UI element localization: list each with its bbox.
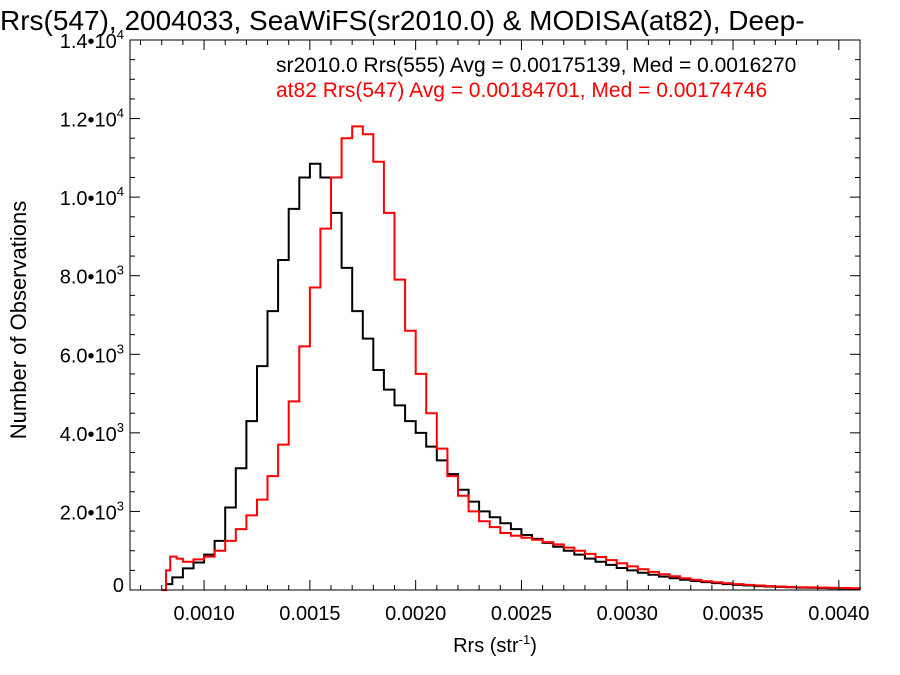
- x-tick-label: 0.0030: [597, 603, 658, 625]
- x-tick-label: 0.0025: [491, 603, 552, 625]
- legend-entry-sr2010: sr2010.0 Rrs(555) Avg = 0.00175139, Med …: [276, 54, 796, 77]
- y-tick-label: 4.0•103: [60, 420, 124, 446]
- x-tick-label: 0.0020: [385, 603, 446, 625]
- y-tick-label: 8.0•103: [60, 263, 124, 289]
- x-axis-label: Rrs (str-1): [453, 632, 537, 657]
- y-axis-label: Number of Observations: [6, 201, 31, 439]
- ticks-layer: 0.0010 0.0015 0.0020 0.0025 0.0030 0.0035 0.00…: [60, 27, 870, 625]
- chart-title: Rrs(547), 2004033, SeaWiFS(sr2010.0) & M…: [0, 5, 805, 36]
- y-tick-label: 1.0•104: [60, 184, 124, 210]
- y-tick-label: 0: [113, 575, 124, 597]
- y-tick-label: 1.4•104: [60, 27, 124, 53]
- series-line-at82: [161, 125, 861, 591]
- y-tick-label: 2.0•103: [60, 498, 124, 524]
- y-tick-label: 1.2•104: [60, 106, 124, 132]
- x-tick-label: 0.0015: [279, 603, 340, 625]
- plot-frame: [129, 39, 861, 591]
- series-line-sr2010: [161, 162, 861, 591]
- x-tick-label: 0.0010: [173, 603, 234, 625]
- legend-entry-at82: at82 Rrs(547) Avg = 0.00184701, Med = 0.…: [276, 79, 767, 102]
- x-axis-label-exponent: -1: [519, 632, 531, 647]
- x-tick-label: 0.0035: [702, 603, 763, 625]
- series-layer: [161, 125, 861, 591]
- x-axis-label-text: Rrs (str: [453, 635, 519, 657]
- legend: sr2010.0 Rrs(555) Avg = 0.00175139, Med …: [276, 54, 796, 102]
- x-tick-label: 0.0040: [808, 603, 869, 625]
- y-tick-label: 6.0•103: [60, 341, 124, 367]
- x-axis-label-close: ): [530, 635, 537, 657]
